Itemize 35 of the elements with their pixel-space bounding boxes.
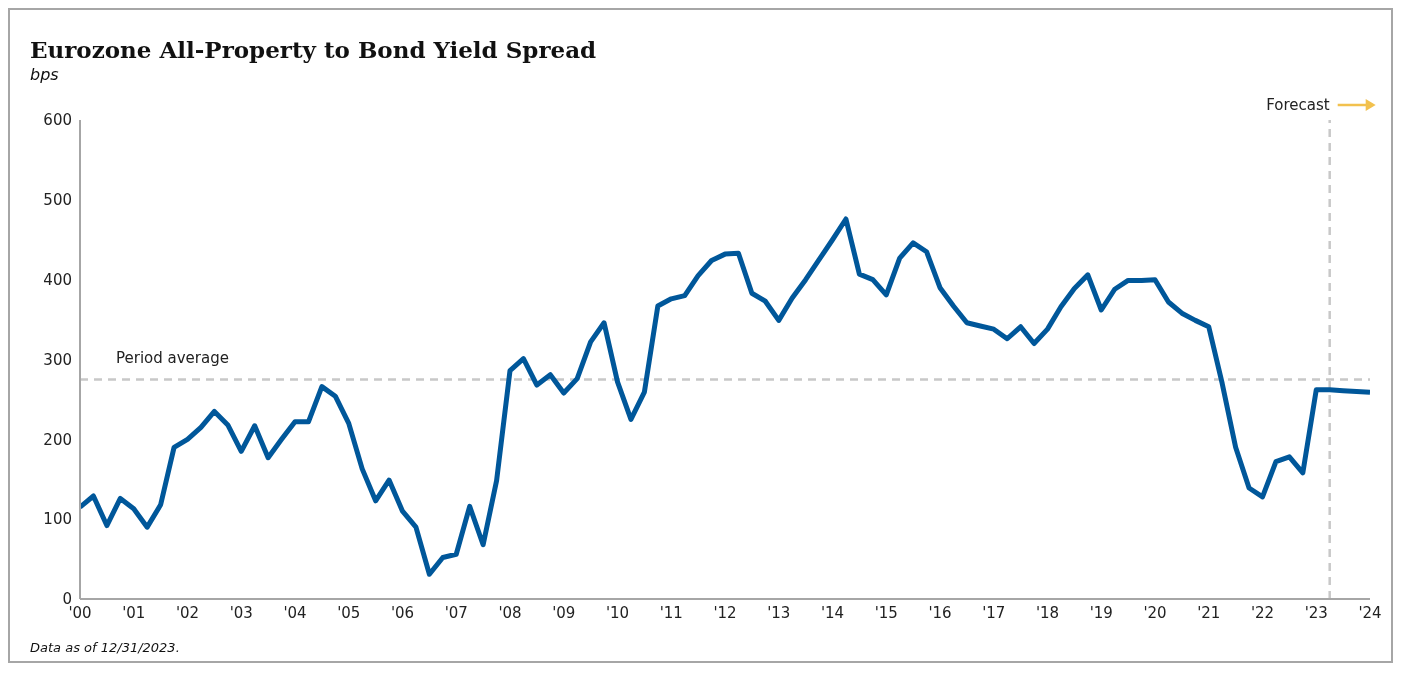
y-tick-label: 200 — [43, 430, 72, 449]
x-tick-label: '14 — [820, 603, 845, 622]
x-tick-label: '13 — [767, 603, 791, 622]
y-tick-label: 500 — [43, 191, 72, 210]
x-tick-label: '15 — [874, 603, 898, 622]
x-tick-label: '24 — [1358, 603, 1382, 622]
x-tick-label: '06 — [390, 603, 415, 622]
x-tick-label: '23 — [1304, 603, 1328, 622]
x-tick-label: '11 — [659, 603, 683, 622]
x-tick-label: '09 — [552, 603, 576, 622]
y-tick-label: 600 — [43, 111, 72, 130]
chart-title: Eurozone All-Property to Bond Yield Spread — [30, 36, 597, 63]
x-tick-label: '17 — [982, 603, 1006, 622]
x-tick-label: '08 — [498, 603, 522, 622]
x-tick-label: '05 — [337, 603, 361, 622]
chart-subtitle: bps — [30, 65, 59, 84]
x-tick-label: '22 — [1250, 603, 1275, 622]
x-tick-label: '19 — [1089, 603, 1113, 622]
x-tick-label: '12 — [713, 603, 737, 622]
x-tick-label: '04 — [283, 603, 307, 622]
x-tick-label: '02 — [175, 603, 200, 622]
y-tick-label: 400 — [43, 270, 72, 289]
x-tick-label: '18 — [1035, 603, 1060, 622]
x-tick-label: '01 — [122, 603, 146, 622]
x-tick-label: '10 — [605, 603, 630, 622]
x-tick-label: '21 — [1197, 603, 1221, 622]
ref-line-label: Forecast — [1266, 96, 1330, 114]
x-tick-label: '07 — [444, 603, 468, 622]
y-tick-label: 100 — [43, 510, 72, 529]
x-tick-label: '20 — [1143, 603, 1167, 622]
text: Data as of 12/31/2023. — [30, 640, 180, 655]
y-tick-label: 300 — [43, 350, 72, 369]
x-tick-label: '16 — [928, 603, 952, 622]
x-tick-label: '03 — [229, 603, 253, 622]
ref-line-label: Period average — [116, 349, 229, 368]
